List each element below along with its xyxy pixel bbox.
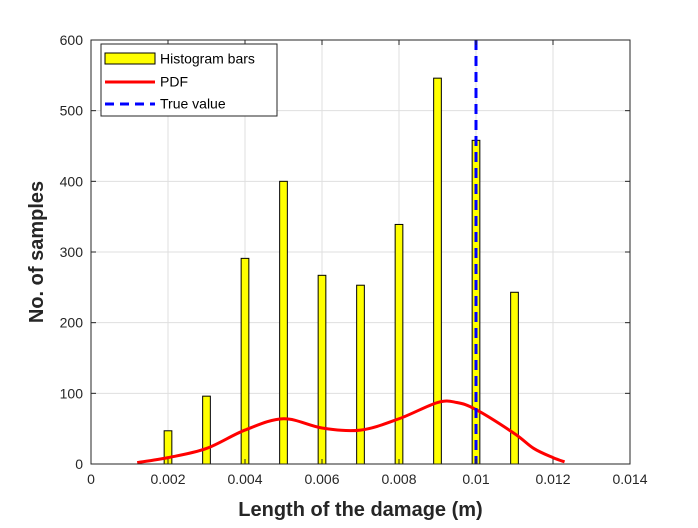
histogram-bar: [202, 395, 211, 465]
x-tick-label: 0.004: [227, 471, 262, 487]
pdf-line-layer: [136, 399, 566, 465]
y-tick-label: 100: [60, 385, 84, 401]
x-tick-label: 0.014: [612, 471, 647, 487]
legend-swatch-histogram: [104, 52, 156, 65]
histogram-bar: [394, 223, 404, 465]
axis-ticks: 0 0.002 0.004 0.006 0.008 0.01 0.012 0.014 0 100 2…: [60, 32, 648, 487]
y-tick-label: 0: [75, 456, 83, 472]
x-tick-label: 0.01: [462, 471, 489, 487]
pdf-line: [136, 399, 566, 465]
x-axis-title: Length of the damage (m): [238, 499, 482, 521]
y-tick-label: 600: [60, 32, 84, 48]
y-tick-label: 200: [60, 315, 84, 331]
x-tick-label: 0: [87, 471, 95, 487]
y-tick-label: 300: [60, 244, 84, 260]
legend-label-pdf: PDF: [160, 74, 188, 90]
y-tick-label: 400: [60, 173, 84, 189]
legend-label-histogram: Histogram bars: [160, 51, 255, 67]
legend-label-true-value: True value: [160, 96, 226, 112]
x-tick-label: 0.012: [535, 471, 570, 487]
x-tick-label: 0.002: [150, 471, 185, 487]
y-tick-label: 500: [60, 103, 84, 119]
x-tick-label: 0.006: [304, 471, 339, 487]
y-axis-title: No. of samples: [26, 181, 48, 323]
histogram-bar: [317, 274, 327, 465]
histogram-bar: [510, 291, 519, 465]
histogram-bar: [433, 77, 442, 465]
legend: Histogram bars PDF True value: [100, 43, 278, 117]
histogram-bar: [356, 284, 365, 465]
histogram-bar: [279, 180, 288, 465]
histogram-bar: [240, 257, 250, 465]
x-tick-label: 0.008: [381, 471, 416, 487]
